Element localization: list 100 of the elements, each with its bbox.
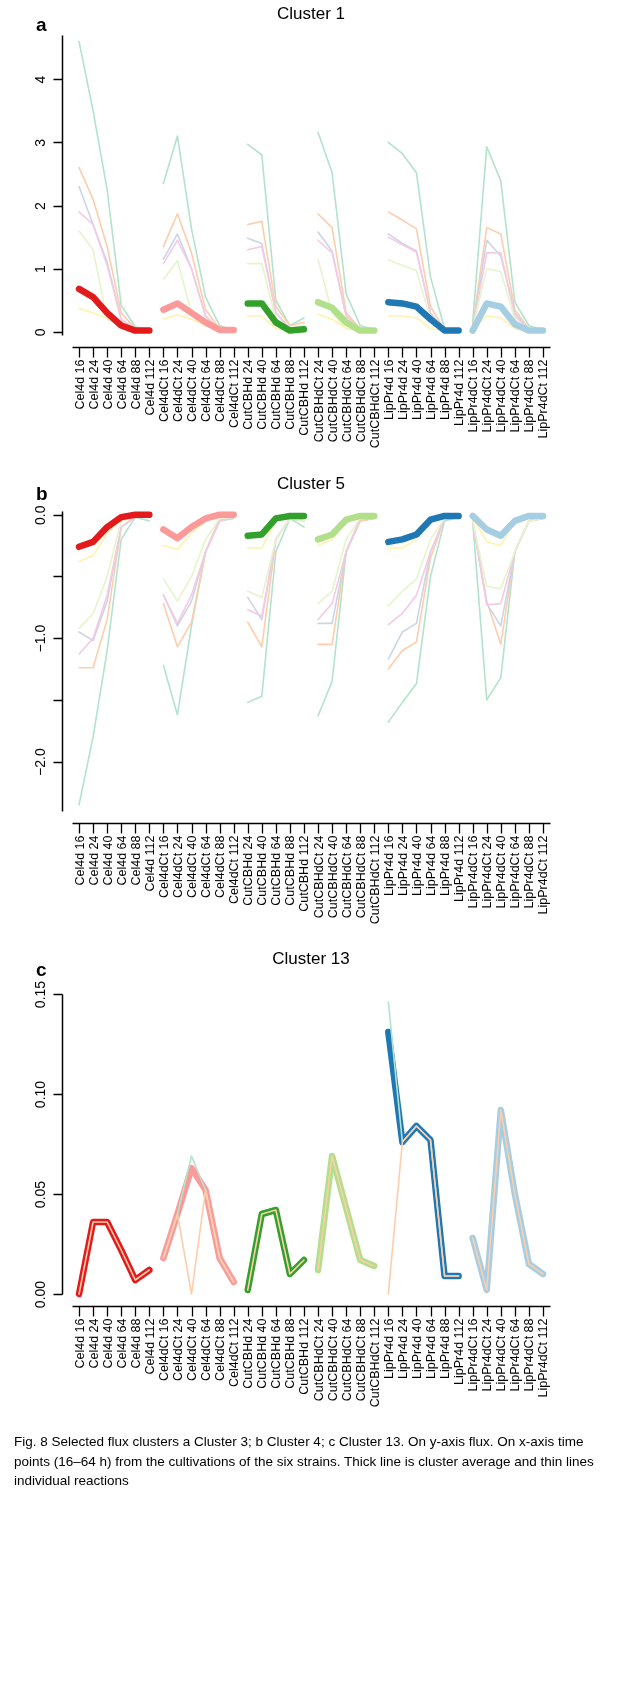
x-tick-label: LipPr4d 64: [424, 1318, 438, 1379]
x-tick-label: CutCBHd 24: [241, 1318, 256, 1389]
x-tick-label: CutCBHd 64: [269, 1318, 284, 1389]
x-tick-label: Cel4d 112: [142, 835, 157, 892]
x-tick-label: CutCBHdCt 64: [339, 359, 354, 443]
x-tick-label: LipPr4d 16: [381, 835, 396, 896]
chart-title: Cluster 5: [276, 473, 346, 493]
x-tick-label: LipPr4dCt 16: [466, 835, 481, 909]
x-tick-label: LipPr4d 24: [395, 359, 410, 420]
x-tick-label: LipPr4dCt 64: [508, 359, 523, 433]
x-tick-label: Cel4d 40: [100, 359, 115, 410]
x-tick-label: CutCBHd 112: [297, 835, 312, 912]
x-tick-label: Cel4dCt 112: [227, 359, 242, 429]
x-tick-label: Cel4d 40: [100, 1318, 115, 1369]
x-tick-label: LipPr4dCt 40: [494, 1318, 509, 1392]
x-tick-label: Cel4d 88: [128, 835, 143, 886]
x-tick-label: CutCBHd 88: [283, 359, 298, 430]
x-tick-label: CutCBHd 40: [255, 1318, 270, 1389]
x-tick-label: LipPr4dCt 40: [494, 359, 509, 433]
x-tick-label: LipPr4dCt 88: [522, 359, 537, 433]
x-tick-label: LipPr4dCt 112: [536, 359, 551, 439]
y-tick-label: 0.0: [31, 505, 48, 525]
x-tick-label: CutCBHdCt 112: [367, 835, 382, 925]
x-tick-label: LipPr4d 112: [452, 835, 467, 902]
x-tick-label: Cel4d 88: [128, 359, 143, 410]
x-tick-label: Cel4d 16: [72, 359, 87, 410]
x-tick-label: Cel4dCt 64: [199, 835, 214, 899]
x-tick-label: Cel4dCt 24: [170, 359, 185, 423]
x-tick-label: CutCBHd 112: [297, 1318, 312, 1395]
x-tick-label: CutCBHdCt 112: [367, 1318, 382, 1408]
x-tick-label: CutCBHd 40: [255, 835, 270, 906]
x-tick-label: LipPr4d 16: [381, 1318, 396, 1379]
x-tick-label: LipPr4d 24: [395, 835, 410, 896]
x-tick-label: CutCBHd 24: [241, 835, 256, 906]
x-tick-label: LipPr4dCt 16: [466, 1318, 481, 1392]
x-tick-label: CutCBHd 88: [283, 835, 298, 906]
x-tick-label: LipPr4dCt 24: [480, 835, 495, 909]
x-tick-label: LipPr4dCt 112: [536, 835, 551, 915]
x-tick-label: Cel4dCt 16: [156, 835, 171, 899]
x-tick-label: LipPr4d 112: [452, 359, 467, 426]
x-tick-label: CutCBHdCt 40: [325, 359, 340, 443]
x-tick-label: LipPr4d 112: [452, 1318, 467, 1385]
x-tick-label: Cel4dCt 64: [199, 359, 214, 423]
x-tick-label: LipPr4d 88: [438, 835, 453, 896]
x-tick-label: CutCBHd 64: [269, 835, 284, 906]
caption: Fig. 8 Selected flux clusters a Cluster 3; b Cluster 4; c Cluster 13. On y-axis flux. On x-axis time points (16–64 h) from the cultivations of the six strains. Thick line is cluster average and thin lines individual reactions: [14, 1433, 595, 1491]
x-tick-label: LipPr4d 40: [409, 1318, 424, 1379]
y-tick-label: 0: [31, 328, 48, 337]
x-tick-label: CutCBHdCt 24: [311, 1318, 326, 1402]
x-tick-label: Cel4dCt 16: [156, 1318, 171, 1382]
x-tick-label: Cel4dCt 40: [185, 359, 199, 423]
x-tick-label: Cel4dCt 24: [170, 1318, 185, 1382]
x-tick-label: LipPr4dCt 88: [522, 835, 537, 909]
x-tick-label: Cel4dCt 40: [185, 835, 199, 899]
x-tick-label: LipPr4d 24: [395, 1318, 410, 1379]
x-tick-label: CutCBHdCt 88: [353, 835, 368, 919]
y-tick-label: 4: [31, 75, 48, 84]
x-tick-label: CutCBHd 40: [255, 359, 270, 430]
x-tick-label: Cel4d 64: [114, 359, 129, 410]
x-tick-label: CutCBHdCt 88: [353, 1318, 368, 1402]
x-tick-label: CutCBHdCt 24: [311, 359, 326, 443]
x-tick-label: Cel4dCt 16: [156, 359, 171, 423]
x-tick-label: Cel4d 112: [142, 1318, 157, 1375]
x-tick-label: CutCBHdCt 40: [325, 1318, 340, 1402]
x-tick-label: LipPr4dCt 40: [494, 835, 509, 909]
x-tick-label: CutCBHdCt 88: [353, 359, 368, 443]
y-tick-label: 0.15: [31, 980, 48, 1009]
x-tick-label: CutCBHd 64: [269, 359, 284, 430]
x-tick-label: Cel4dCt 64: [199, 1318, 214, 1382]
y-tick-label: −2.0: [31, 748, 48, 776]
chart-title: Cluster 13: [272, 949, 350, 969]
x-tick-label: Cel4d 24: [86, 1318, 101, 1369]
y-tick-label: 1: [31, 265, 48, 274]
x-tick-label: LipPr4d 88: [438, 1318, 453, 1379]
y-tick-label: 0.00: [31, 1280, 48, 1309]
x-tick-label: Cel4dCt 88: [213, 1318, 228, 1382]
y-tick-label: 0.05: [31, 1180, 48, 1209]
x-tick-label: Cel4dCt 88: [213, 835, 228, 899]
x-tick-label: Cel4d 24: [86, 835, 101, 886]
x-tick-label: LipPr4dCt 64: [508, 1318, 523, 1392]
x-tick-label: Cel4d 16: [72, 1318, 87, 1369]
x-tick-label: LipPr4dCt 112: [536, 1318, 551, 1398]
y-tick-label: −1.0: [31, 624, 48, 653]
chart-title: Cluster 1: [276, 4, 346, 23]
x-tick-label: CutCBHd 24: [241, 359, 256, 430]
text: a: [36, 14, 47, 36]
x-tick-label: LipPr4dCt 24: [480, 1318, 495, 1392]
x-tick-label: Cel4dCt 40: [185, 1318, 199, 1382]
x-tick-label: LipPr4d 88: [438, 359, 453, 420]
x-tick-label: CutCBHdCt 24: [311, 835, 326, 919]
x-tick-label: CutCBHdCt 40: [325, 835, 340, 919]
x-tick-label: Cel4d 16: [72, 835, 87, 886]
x-tick-label: Cel4dCt 88: [213, 359, 228, 423]
x-tick-label: Cel4d 64: [114, 835, 129, 886]
x-tick-label: CutCBHd 88: [283, 1318, 298, 1389]
x-tick-label: CutCBHdCt 64: [339, 1318, 354, 1402]
x-tick-label: LipPr4d 64: [424, 359, 438, 420]
x-tick-label: Cel4d 40: [100, 835, 115, 886]
x-tick-label: LipPr4d 16: [381, 359, 396, 420]
y-tick-label: 3: [31, 138, 48, 147]
